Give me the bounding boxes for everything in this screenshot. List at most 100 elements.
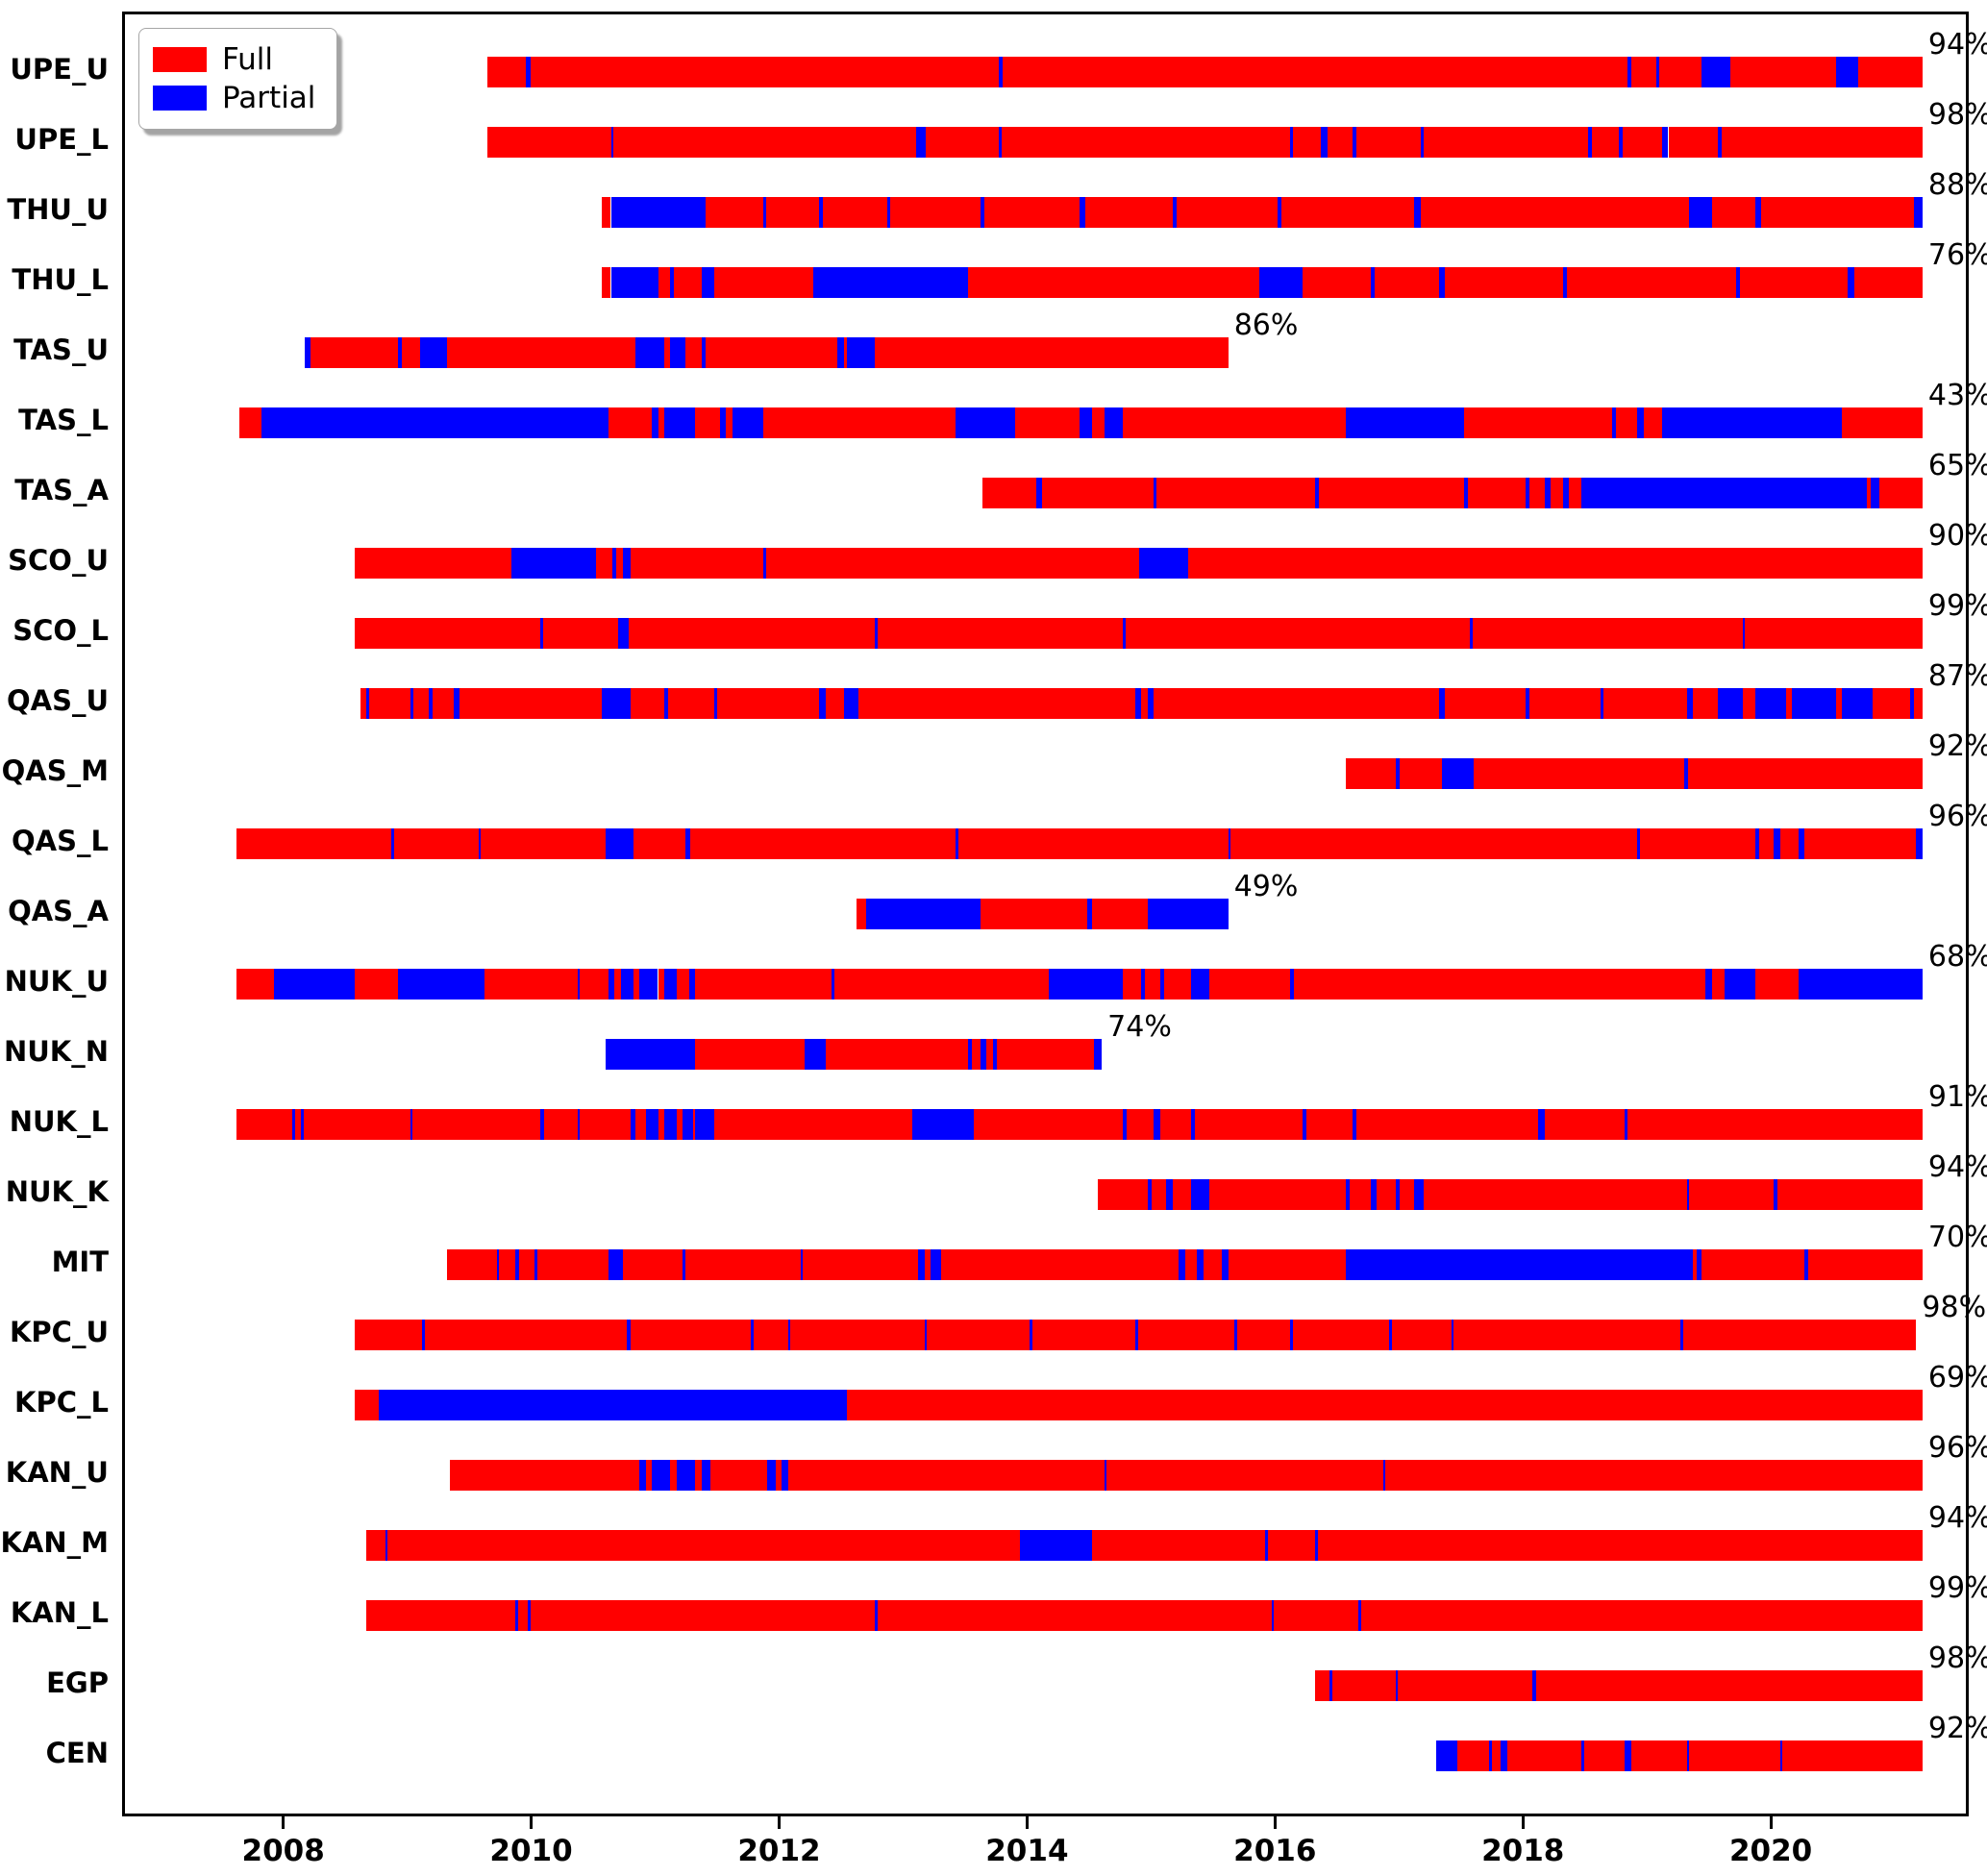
full-segment: [726, 407, 733, 438]
partial-segment: [1581, 1740, 1584, 1771]
full-segment: [310, 337, 398, 368]
partial-segment: [695, 1109, 714, 1140]
full-segment: [1835, 688, 1843, 719]
partial-segment: [1662, 407, 1843, 438]
full-segment: [833, 969, 1049, 1000]
full-segment: [1506, 1740, 1582, 1771]
plot-area: Full Partial 94% 98% 88% 76% 86% 43% 65% 90% 99%…: [122, 12, 1987, 1816]
partial-segment: [496, 1249, 500, 1280]
partial-segment: [866, 899, 981, 929]
full-segment: [1742, 688, 1755, 719]
partial-segment: [1686, 1179, 1690, 1210]
full-segment: [684, 1249, 801, 1280]
full-segment: [980, 899, 1087, 929]
full-segment: [1281, 197, 1415, 228]
y-axis-label: TAS_A: [14, 474, 109, 506]
y-axis-label: KPC_L: [14, 1386, 109, 1419]
partial-segment: [676, 1460, 696, 1491]
partial-segment: [1166, 1179, 1173, 1210]
y-axis-label: NUK_U: [4, 965, 109, 998]
partial-segment: [918, 1249, 925, 1280]
station-bar: [125, 618, 1966, 649]
full-segment: [499, 1249, 516, 1280]
partial-segment: [606, 828, 633, 859]
partial-segment: [1290, 969, 1295, 1000]
full-segment: [1492, 1740, 1502, 1771]
full-segment: [1535, 1670, 1923, 1701]
full-segment: [926, 127, 1000, 158]
partial-segment: [1600, 688, 1604, 719]
full-segment: [1350, 1179, 1371, 1210]
partial-segment: [1123, 618, 1126, 649]
partial-segment: [606, 1039, 696, 1070]
full-segment: [1711, 197, 1755, 228]
full-segment: [1399, 1179, 1415, 1210]
full-segment: [765, 197, 820, 228]
station-bar: [125, 197, 1966, 228]
partial-segment: [1191, 1109, 1195, 1140]
full-segment: [1776, 1179, 1923, 1210]
full-segment: [360, 688, 367, 719]
full-segment: [670, 1460, 677, 1491]
partial-segment: [800, 1249, 804, 1280]
y-axis-label: UPE_U: [10, 53, 109, 86]
full-segment: [1098, 1179, 1148, 1210]
full-segment: [877, 618, 1124, 649]
legend-swatch-full-icon: [153, 47, 207, 72]
y-axis-label: KAN_M: [0, 1526, 109, 1559]
partial-segment: [1792, 688, 1836, 719]
partial-segment: [1346, 1179, 1351, 1210]
partial-segment: [1352, 1109, 1356, 1140]
partial-segment: [1718, 127, 1722, 158]
full-segment: [294, 1109, 302, 1140]
partial-segment: [967, 1039, 972, 1070]
full-segment: [238, 407, 261, 438]
chart-bars: 94% 98% 88% 76% 86% 43% 65% 90% 99% 87% 92% 96% 49% 6…: [125, 14, 1987, 1814]
full-segment: [974, 1109, 1124, 1140]
partial-segment: [639, 969, 658, 1000]
x-tick-mark: [777, 1816, 781, 1829]
partial-segment: [1290, 1320, 1293, 1350]
full-segment: [790, 1320, 925, 1350]
percent-label: 43%: [1927, 379, 1987, 412]
partial-segment: [608, 1249, 624, 1280]
partial-segment: [812, 267, 968, 298]
percent-label: 98%: [1927, 1642, 1987, 1675]
y-axis-label: QAS_L: [12, 825, 109, 857]
y-axis-label: THU_U: [7, 193, 109, 226]
station-bar: [125, 407, 1966, 438]
full-segment: [1391, 1320, 1452, 1350]
full-segment: [1616, 407, 1638, 438]
percent-label: 49%: [1233, 870, 1299, 903]
full-segment: [927, 1320, 1031, 1350]
full-segment: [1445, 267, 1563, 298]
partial-segment: [1587, 127, 1592, 158]
full-segment: [236, 969, 274, 1000]
full-segment: [1668, 127, 1719, 158]
full-segment: [1163, 969, 1191, 1000]
partial-segment: [1798, 969, 1923, 1000]
full-segment: [692, 1109, 696, 1140]
partial-segment: [1079, 197, 1086, 228]
partial-segment: [1138, 548, 1189, 579]
partial-segment: [1526, 688, 1530, 719]
partial-segment: [1842, 688, 1874, 719]
full-segment: [1145, 969, 1160, 1000]
partial-segment: [1754, 197, 1762, 228]
partial-segment: [804, 1039, 826, 1070]
partial-segment: [763, 197, 766, 228]
partial-segment: [301, 1109, 304, 1140]
full-segment: [1203, 1249, 1223, 1280]
partial-segment: [1686, 688, 1694, 719]
partial-segment: [1030, 1320, 1032, 1350]
partial-segment: [1234, 1320, 1237, 1350]
partial-segment: [1104, 1460, 1107, 1491]
full-segment: [983, 197, 1080, 228]
partial-segment: [1701, 57, 1730, 87]
partial-segment: [980, 1039, 987, 1070]
x-tick-label: 2010: [489, 1834, 573, 1868]
full-segment: [1091, 899, 1148, 929]
full-segment: [875, 337, 1229, 368]
station-bar: [125, 1740, 1966, 1771]
full-segment: [1659, 57, 1702, 87]
